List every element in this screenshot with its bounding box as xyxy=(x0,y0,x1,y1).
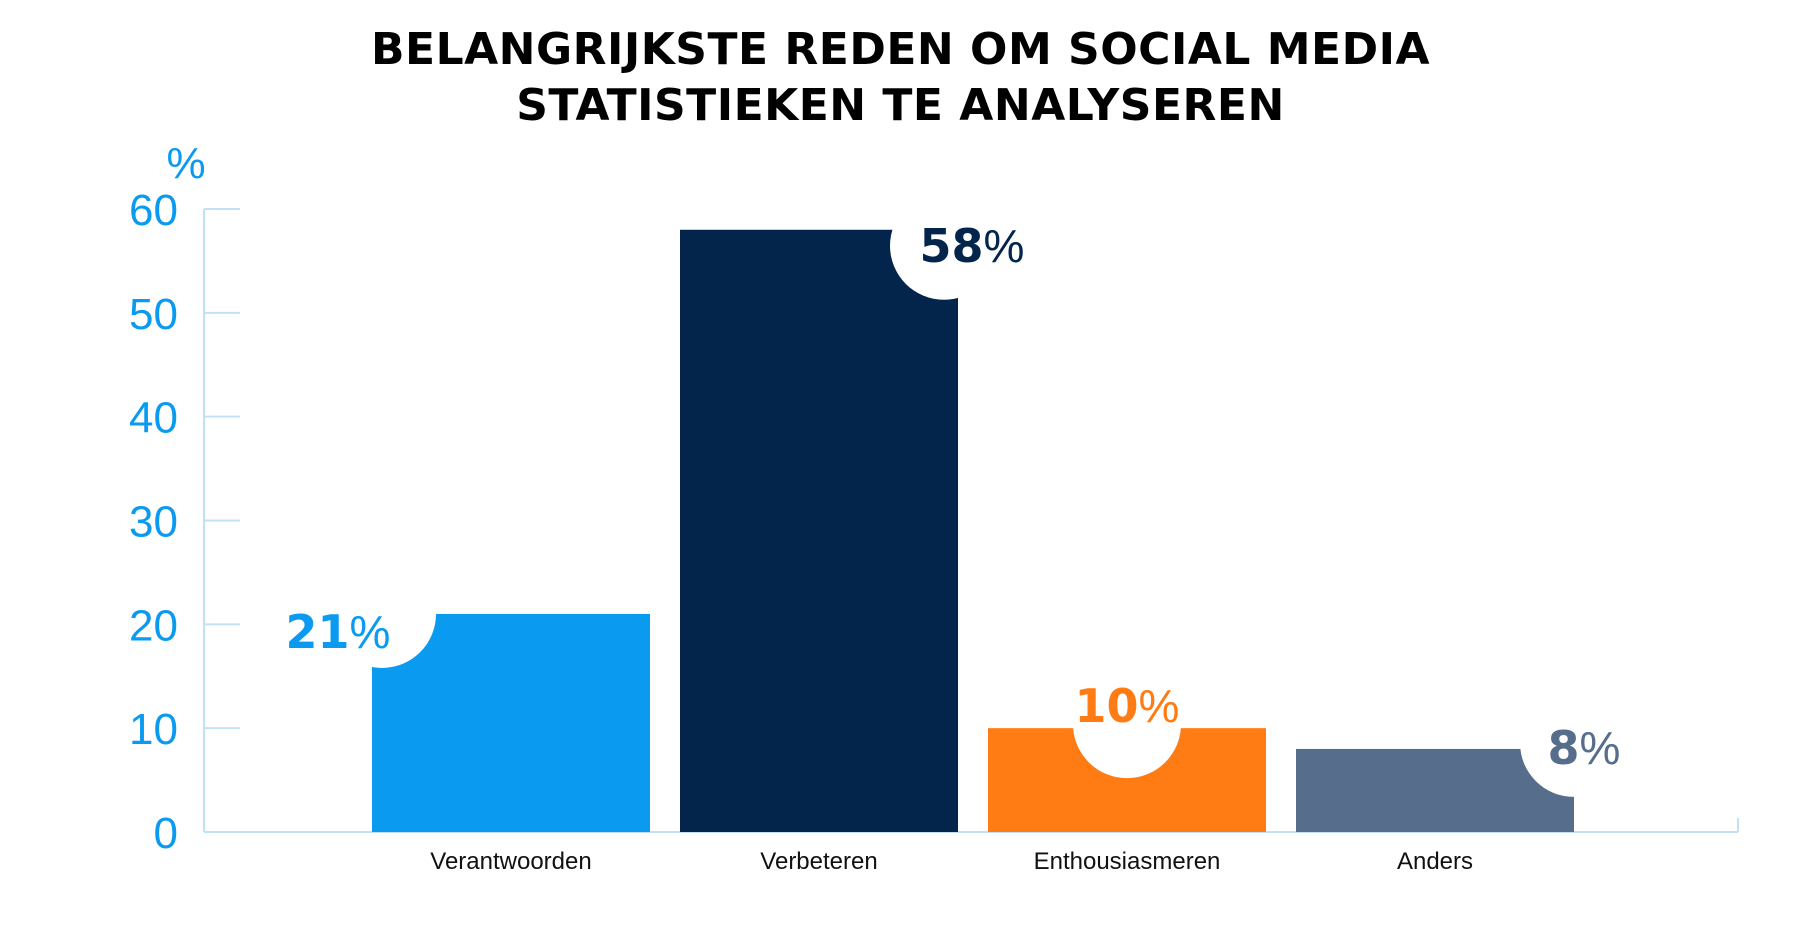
y-tick-label: 50 xyxy=(129,290,178,339)
value-label-badge xyxy=(1073,670,1181,779)
value-label-verantwoorden: 21% xyxy=(286,605,391,659)
y-tick-label: 60 xyxy=(129,186,178,235)
x-tick-label: Enthousiasmeren xyxy=(1034,848,1221,875)
value-labels: Verantwoorden 21% Verbeteren 58% Enthousiasm… xyxy=(286,191,1628,875)
chart-title-line-2: STATISTIEKEN TE ANALYSEREN xyxy=(516,80,1285,131)
y-tick-label: 20 xyxy=(129,601,178,650)
x-tick-label: Verantwoorden xyxy=(430,848,591,875)
y-axis-label: % xyxy=(166,139,205,188)
value-label-percent: % xyxy=(1139,680,1180,732)
value-label-number: 8 xyxy=(1548,721,1580,775)
value-label-anders: 8% xyxy=(1548,721,1621,775)
value-label-number: 21 xyxy=(286,605,350,659)
value-label-number: 58 xyxy=(920,219,984,273)
value-label-percent: % xyxy=(1580,722,1621,774)
value-label-number: 10 xyxy=(1075,679,1139,733)
y-tick-label: 0 xyxy=(154,809,178,858)
y-tick-label: 40 xyxy=(129,394,178,443)
x-tick-label: Verbeteren xyxy=(760,848,877,875)
x-tick-label: Anders xyxy=(1397,848,1473,875)
chart-title-line-1: BELANGRIJKSTE REDEN OM SOCIAL MEDIA xyxy=(370,24,1431,75)
chart-title: BELANGRIJKSTE REDEN OM SOCIAL MEDIA STAT… xyxy=(0,22,1801,134)
value-label-percent: % xyxy=(350,606,391,658)
value-label-percent: % xyxy=(984,220,1025,272)
y-tick-label: 10 xyxy=(129,705,178,754)
value-label-badge xyxy=(890,191,998,300)
bar-verbeteren xyxy=(680,229,958,832)
axes: 0 10 20 30 40 50 60 xyxy=(129,186,1739,858)
y-tick-label: 30 xyxy=(129,498,178,547)
value-label-badge xyxy=(328,559,436,668)
value-label-verbeteren: 58% xyxy=(920,219,1025,273)
bars xyxy=(372,229,1574,832)
value-label-badge xyxy=(1520,688,1628,797)
value-label-enthousiasmeren: 10% xyxy=(1075,679,1180,733)
